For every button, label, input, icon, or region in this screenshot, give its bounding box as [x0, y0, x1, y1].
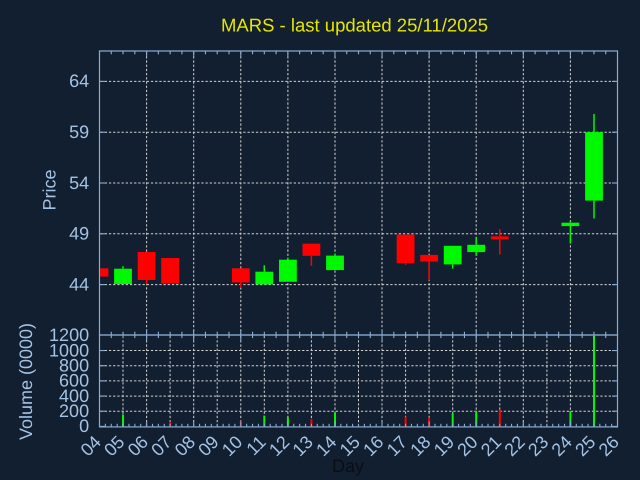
svg-text:400: 400 [59, 386, 89, 406]
svg-text:64: 64 [69, 71, 89, 91]
svg-text:59: 59 [69, 122, 89, 142]
svg-text:800: 800 [59, 356, 89, 376]
svg-text:200: 200 [59, 401, 89, 421]
svg-text:54: 54 [69, 173, 89, 193]
svg-text:600: 600 [59, 371, 89, 391]
svg-text:49: 49 [69, 224, 89, 244]
svg-text:MARS - last updated 25/11/2025: MARS - last updated 25/11/2025 [221, 14, 488, 35]
svg-text:Price: Price [40, 169, 60, 210]
svg-text:1000: 1000 [49, 340, 89, 360]
svg-text:1200: 1200 [49, 325, 89, 345]
svg-text:Day: Day [332, 456, 364, 476]
svg-text:44: 44 [69, 274, 89, 294]
svg-text:0: 0 [79, 416, 89, 436]
svg-text:Volume (0000): Volume (0000) [16, 323, 36, 440]
